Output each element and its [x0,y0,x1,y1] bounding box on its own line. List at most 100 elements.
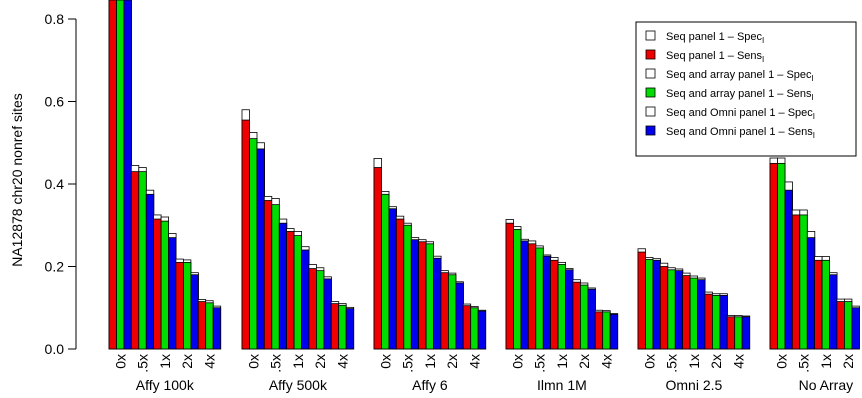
y-tick-label: 0.8 [45,11,65,27]
bar-sens-1-2-0 [286,231,295,350]
bar-sens-4-4-2 [741,316,751,350]
bar-sens-5-1-2 [806,237,816,350]
bar-sens-0-2-0 [153,218,162,350]
bar-sens-3-1-2 [542,255,552,350]
x-tick-label: 4x [201,354,217,369]
x-tick-label: 0x [773,354,789,369]
legend-swatch [645,30,656,41]
x-tick-label: 0x [641,354,657,369]
bar-sens-3-0-1 [513,228,522,350]
bar-sens-3-3-2 [587,288,596,350]
bar-sens-0-4-0 [197,301,207,350]
y-tick-label: 0.6 [45,94,65,110]
bar-sens-3-1-1 [535,247,544,350]
bar-sens-2-2-1 [425,243,435,350]
legend-swatch [645,87,656,98]
bar-sens-1-4-1 [338,304,347,350]
bar-sens-1-1-0 [263,200,273,350]
legend-entry-subscript: I [812,93,814,102]
bar-sens-0-0-1 [116,0,125,350]
bar-sens-3-3-1 [580,284,589,350]
bar-sens-4-3-1 [712,294,721,350]
legend-entry: Seq panel 1 – SpecI [666,31,764,45]
legend-swatch [645,125,656,136]
bar-sens-0-3-1 [182,261,192,350]
x-tick-label: 4x [466,354,482,369]
x-tick-label: 4x [731,354,747,369]
bar-sens-4-2-2 [697,279,706,350]
bar-sens-5-1-0 [791,214,801,350]
group-label: Affy 500k [269,377,328,393]
x-tick-label: 4x [599,354,615,369]
x-tick-label: 0x [377,354,393,369]
group-label: Omni 2.5 [665,377,722,393]
bar-sens-1-0-2 [256,148,265,350]
bar-sens-2-3-2 [455,282,464,350]
bar-sens-0-2-2 [168,237,177,350]
bar-sens-3-4-0 [594,311,604,350]
legend: Seq panel 1 – SpecI Seq panel 1 – SensI Se… [635,21,857,157]
bar-sens-1-4-2 [345,308,355,350]
bar-sens-3-0-2 [520,240,529,350]
y-axis-label: NA12878 chr20 nonref sites [9,93,25,267]
bar-sens-3-2-2 [565,269,574,350]
bar-sens-2-4-2 [477,310,487,350]
bar-sens-0-1-2 [145,193,155,350]
x-tick-label: 0x [509,354,525,369]
bar-sens-1-0-1 [249,138,258,350]
bar-sens-0-3-0 [175,261,184,350]
bar-sens-2-2-0 [418,241,427,350]
legend-entry: Seq and array panel 1 – SpecI [666,69,814,83]
bar-sens-1-2-1 [293,235,303,350]
legend-entry-subscript: I [813,131,815,140]
group-label: No Array [799,377,853,393]
x-tick-label: 0x [245,354,261,369]
bar-sens-3-4-1 [602,311,611,350]
bar-sens-1-4-0 [330,303,340,350]
bar-sens-4-2-0 [682,275,691,350]
bar-sens-4-3-0 [704,293,713,350]
bar-sens-4-1-0 [659,266,669,350]
y-tick-label: 0.4 [45,176,65,192]
bar-sens-3-3-0 [572,281,581,350]
bar-sens-4-0-1 [645,259,654,350]
bar-sens-4-2-1 [689,277,698,350]
bar-sens-5-0-1 [777,162,786,350]
bar-sens-1-3-0 [308,268,317,350]
bar-sens-2-3-1 [447,274,457,350]
bar-sens-0-4-1 [205,302,214,350]
bar-sens-1-1-1 [271,204,280,350]
bar-sens-2-0-2 [388,208,397,350]
x-tick-label: 0x [112,354,128,369]
x-tick-label: 1x [157,354,173,369]
legend-swatch [645,49,656,60]
x-tick-label: .5x [664,354,680,373]
y-axis: 0.0 0.2 0.4 0.6 0.8 [45,11,77,357]
bar-sens-5-2-0 [814,259,823,350]
bar-sens-4-4-1 [734,316,743,350]
bar-sens-5-3-1 [844,301,853,350]
legend-box [635,21,857,157]
legend-entry-subscript: I [762,36,764,45]
x-tick-label: 2x [840,354,856,369]
bar-sens-1-2-2 [301,249,310,350]
bar-sens-5-0-0 [769,162,778,350]
x-tick-label: 2x [708,354,724,369]
bar-sens-1-0-0 [241,119,250,350]
bar-sens-3-4-2 [609,313,619,350]
x-tick-label: 1x [554,354,570,369]
x-tick-label: 1x [290,354,306,369]
bar-sens-2-2-2 [433,257,442,350]
bar-sens-1-3-1 [315,270,325,350]
bar-sens-2-4-1 [470,307,479,350]
bar-sens-4-0-2 [652,259,661,350]
bar-sens-2-1-2 [410,239,420,350]
x-tick-label: 2x [576,354,592,369]
bar-sens-4-0-0 [637,251,646,350]
bar-sens-4-1-1 [667,269,676,350]
group-label: Affy 6 [412,377,448,393]
bar-sens-2-1-0 [395,218,405,350]
legend-entry: Seq and Omni panel 1 – SensI [666,126,815,140]
bar-sens-0-1-1 [138,171,147,350]
